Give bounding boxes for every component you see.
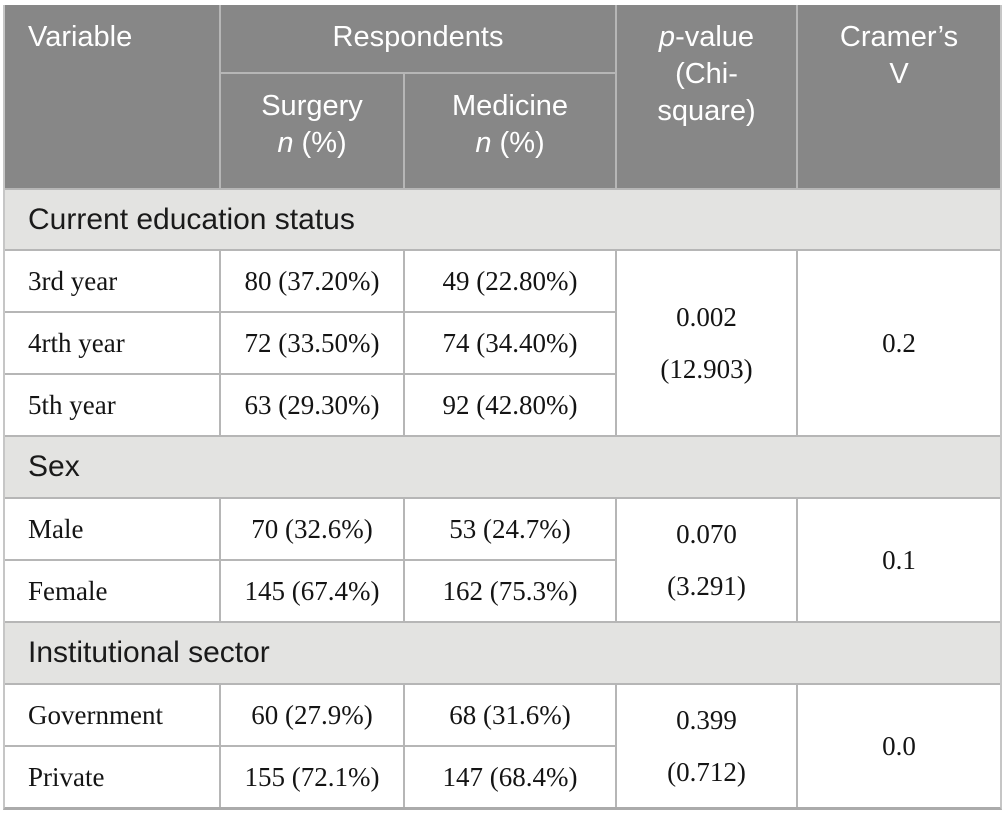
medicine-label: Medicine: [451, 90, 569, 122]
p-value-education-status: 0.002 (12.903): [617, 251, 796, 435]
value-male-surgery: 70 (32.6%): [221, 499, 403, 559]
p-value-institutional-sector: 0.399 (0.712): [617, 685, 796, 807]
column-header-variable: Variable: [5, 5, 219, 188]
cramers-v-education-status: 0.2: [798, 251, 1000, 435]
value-government-surgery: 60 (27.9%): [221, 685, 403, 745]
row-label-female: Female: [5, 561, 219, 621]
p-value-number: 0.399: [676, 705, 737, 735]
value-3rd-year-surgery: 80 (37.20%): [221, 251, 403, 311]
chi-square-number: (12.903): [660, 354, 753, 384]
p-symbol: p: [658, 21, 676, 53]
row-label-4rth-year: 4rth year: [5, 313, 219, 373]
cramers-v-sex: 0.1: [798, 499, 1000, 621]
value-5th-year-surgery: 63 (29.30%): [221, 375, 403, 435]
row-label-3rd-year: 3rd year: [5, 251, 219, 311]
p-value-line3: square): [657, 95, 756, 127]
p-value-line2: (Chi-: [675, 58, 738, 90]
column-header-medicine: Medicine n (%): [405, 74, 615, 188]
n-symbol: n: [277, 127, 294, 159]
p-value-sex: 0.070 (3.291): [617, 499, 796, 621]
value-3rd-year-medicine: 49 (22.80%): [405, 251, 615, 311]
section-header-sex: Sex: [5, 437, 1000, 497]
p-value-line1: p-value: [659, 19, 754, 56]
column-header-surgery: Surgery n (%): [221, 74, 403, 188]
value-private-surgery: 155 (72.1%): [221, 747, 403, 807]
cramers-v-line2: V: [889, 58, 909, 90]
chi-square-number: (0.712): [667, 757, 746, 787]
column-header-p-value: p-value (Chi- square): [617, 5, 796, 188]
value-4rth-year-surgery: 72 (33.50%): [221, 313, 403, 373]
value-5th-year-medicine: 92 (42.80%): [405, 375, 615, 435]
value-government-medicine: 68 (31.6%): [405, 685, 615, 745]
cramers-v-institutional-sector: 0.0: [798, 685, 1000, 807]
cramers-v-line1: Cramer’s: [839, 21, 959, 53]
column-header-cramers-v: Cramer’s V: [798, 5, 1000, 188]
p-value-number: 0.070: [676, 519, 737, 549]
section-header-education-status: Current education status: [5, 190, 1000, 249]
value-private-medicine: 147 (68.4%): [405, 747, 615, 807]
n-percent-suffix: (%): [293, 127, 347, 159]
n-percent-suffix: (%): [491, 127, 545, 159]
column-header-respondents-label: Respondents: [332, 21, 504, 53]
table-grid: Variable Respondents p-value (Chi- squar…: [5, 5, 1000, 807]
value-female-medicine: 162 (75.3%): [405, 561, 615, 621]
surgery-label: Surgery: [261, 90, 363, 122]
row-label-private: Private: [5, 747, 219, 807]
p-value-suffix: -value: [675, 21, 755, 53]
row-label-government: Government: [5, 685, 219, 745]
medicine-n-percent: n (%): [475, 125, 544, 162]
p-value-number: 0.002: [676, 302, 737, 332]
n-symbol: n: [475, 127, 492, 159]
value-female-surgery: 145 (67.4%): [221, 561, 403, 621]
surgery-n-percent: n (%): [277, 125, 346, 162]
value-male-medicine: 53 (24.7%): [405, 499, 615, 559]
section-header-institutional-sector: Institutional sector: [5, 623, 1000, 683]
demographics-table: Variable Respondents p-value (Chi- squar…: [3, 5, 1002, 810]
chi-square-number: (3.291): [667, 571, 746, 601]
value-4rth-year-medicine: 74 (34.40%): [405, 313, 615, 373]
column-header-respondents: Respondents: [221, 5, 615, 72]
column-header-variable-label: Variable: [28, 21, 133, 53]
row-label-5th-year: 5th year: [5, 375, 219, 435]
row-label-male: Male: [5, 499, 219, 559]
